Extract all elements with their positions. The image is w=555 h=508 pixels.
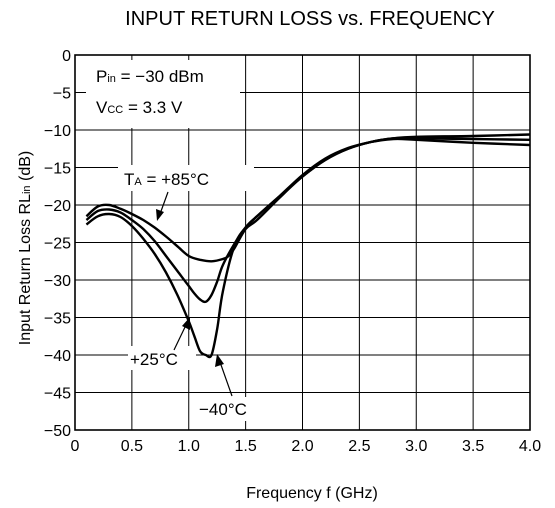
plot-frame bbox=[74, 54, 531, 431]
x-tick-label: 2.5 bbox=[348, 438, 370, 455]
x-tick-label: 0 bbox=[71, 438, 80, 455]
y-tick-label: −40 bbox=[44, 348, 71, 365]
annotation-25c: +25°C bbox=[130, 350, 178, 369]
series-line-2 bbox=[85, 137, 531, 359]
x-tick-label: 1.0 bbox=[178, 438, 200, 455]
y-tick-label: −20 bbox=[44, 198, 71, 215]
vcc-label: VCC = 3.3 V bbox=[96, 98, 183, 117]
x-tick-label: 3.5 bbox=[462, 438, 484, 455]
annotation-85c-bg bbox=[118, 165, 254, 191]
annotation-m40c: −40°C bbox=[199, 400, 247, 419]
y-axis-title-unit: (dB) bbox=[17, 151, 34, 186]
leader-25c bbox=[173, 317, 190, 351]
x-tick-label: 4.0 bbox=[519, 438, 541, 455]
leader-85c bbox=[156, 191, 169, 221]
leader-m40c bbox=[215, 354, 233, 397]
y-axis-title: Input Return Loss RLin (dB) bbox=[17, 151, 34, 345]
chart-title: INPUT RETURN LOSS vs. FREQUENCY bbox=[125, 8, 495, 30]
x-tick-label: 1.5 bbox=[235, 438, 257, 455]
annotation-m40c-bg bbox=[197, 397, 265, 421]
x-tick-labels: 0 0.5 1.0 1.5 2.0 2.5 3.0 3.5 4.0 bbox=[71, 438, 542, 455]
y-tick-label: −5 bbox=[53, 86, 71, 103]
y-tick-labels: 0 −5 −10 −15 −20 −25 −30 −35 −40 −45 −50 bbox=[44, 48, 71, 440]
conditions-box bbox=[86, 60, 240, 128]
y-tick-label: −15 bbox=[44, 161, 71, 178]
pin-label: Pin = −30 dBm bbox=[96, 67, 204, 86]
y-axis-title-main: Input Return Loss RL bbox=[17, 194, 34, 345]
annotation-85c: TA = +85°C bbox=[124, 170, 209, 189]
x-tick-label: 3.0 bbox=[405, 438, 427, 455]
y-tick-label: −50 bbox=[44, 423, 71, 440]
y-tick-label: −45 bbox=[44, 386, 71, 403]
y-axis-title-sub: in bbox=[21, 185, 33, 194]
y-tick-label: −25 bbox=[44, 236, 71, 253]
x-tick-label: 0.5 bbox=[121, 438, 143, 455]
x-tick-label: 2.0 bbox=[291, 438, 313, 455]
y-tick-label: −35 bbox=[44, 311, 71, 328]
y-tick-label: −30 bbox=[44, 273, 71, 290]
annotation-25c-bg bbox=[128, 346, 196, 370]
y-tick-label: 0 bbox=[62, 48, 71, 65]
series-line-1 bbox=[85, 136, 531, 304]
y-tick-label: −10 bbox=[44, 123, 71, 140]
x-axis-title: Frequency f (GHz) bbox=[246, 485, 378, 502]
series-group bbox=[85, 133, 531, 359]
